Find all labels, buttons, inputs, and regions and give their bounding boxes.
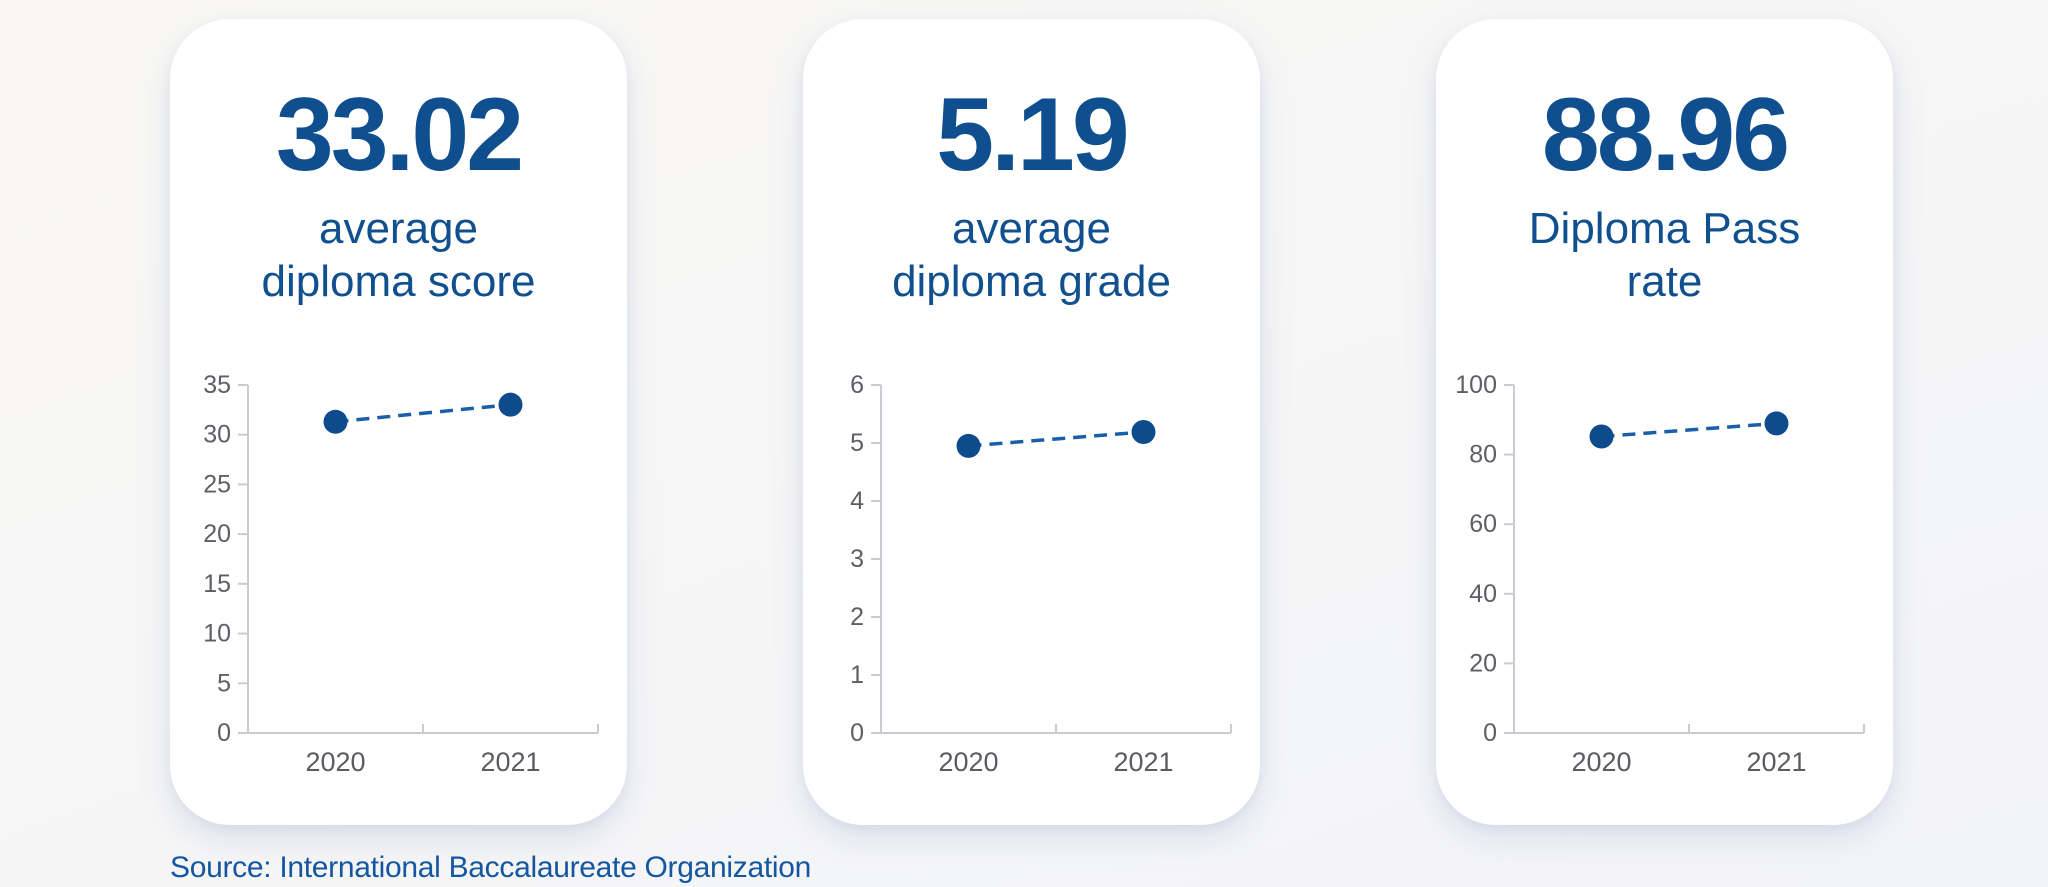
y-tick-label: 2 (850, 603, 864, 631)
x-axis-label: 2020 (305, 747, 365, 777)
y-tick-label: 0 (1483, 719, 1497, 747)
stat-value: 5.19 (936, 77, 1129, 193)
data-point-2021 (1764, 411, 1788, 436)
data-point-2021 (498, 392, 522, 417)
source-attribution: Source: International Baccalaureate Orga… (170, 851, 812, 884)
x-axis-label: 2020 (938, 747, 998, 777)
y-tick-label: 0 (217, 719, 231, 747)
stat-label: average diploma grade (892, 204, 1171, 306)
y-tick-label: 0 (850, 719, 864, 747)
stat-value: 33.02 (275, 77, 524, 193)
y-tick-label: 10 (203, 619, 231, 647)
stat-card-average-diploma-score: 33.02 average diploma score 0 5 10 15 20 25 30… (170, 19, 627, 825)
x-axis-label: 2021 (1113, 747, 1173, 777)
data-point-2020 (323, 409, 347, 434)
y-tick-label: 100 (1455, 371, 1497, 399)
stat-cards-row: 33.02 average diploma score 0 5 10 15 20 25 30… (170, 19, 1893, 825)
y-tick-label: 1 (850, 661, 864, 689)
y-tick-label: 40 (1469, 579, 1497, 607)
stat-label: Diploma Pass rate (1528, 204, 1801, 306)
y-tick-label: 5 (217, 669, 231, 697)
y-tick-label: 6 (850, 371, 864, 399)
y-tick-label: 4 (850, 487, 864, 515)
y-tick-label: 15 (203, 569, 231, 597)
y-tick-label: 35 (203, 371, 231, 399)
stat-card-diploma-pass-rate: 88.96 Diploma Pass rate 0 20 40 60 80 100 2020… (1436, 19, 1893, 825)
diploma-grade-chart: 0 1 2 3 4 5 6 2020 2021 (850, 371, 1232, 777)
trend-dashed-line (967, 429, 1144, 448)
y-tick-label: 25 (203, 470, 231, 498)
pass-rate-chart: 0 20 40 60 80 100 2020 2021 (1455, 371, 1865, 777)
y-tick-label: 20 (1469, 649, 1497, 677)
trend-dashed-line (334, 402, 511, 424)
data-point-2021 (1131, 419, 1155, 444)
diploma-score-chart: 0 5 10 15 20 25 30 35 2020 2021 (203, 371, 599, 777)
y-tick-label: 80 (1469, 440, 1497, 468)
trend-dashed-line (1600, 421, 1777, 438)
stat-value: 88.96 (1541, 77, 1790, 193)
data-point-2020 (956, 433, 980, 458)
stat-card-average-diploma-grade: 5.19 average diploma grade 0 1 2 3 4 5 6 2020 20… (803, 19, 1260, 825)
x-axis-label: 2020 (1571, 747, 1631, 777)
stat-label: average diploma score (261, 204, 536, 306)
y-tick-label: 60 (1469, 510, 1497, 538)
y-tick-label: 3 (850, 545, 864, 573)
y-tick-label: 20 (203, 520, 231, 548)
data-point-2020 (1589, 424, 1613, 449)
x-axis-label: 2021 (1746, 747, 1806, 777)
y-tick-label: 30 (203, 420, 231, 448)
x-axis-label: 2021 (480, 747, 540, 777)
y-tick-label: 5 (850, 429, 864, 457)
